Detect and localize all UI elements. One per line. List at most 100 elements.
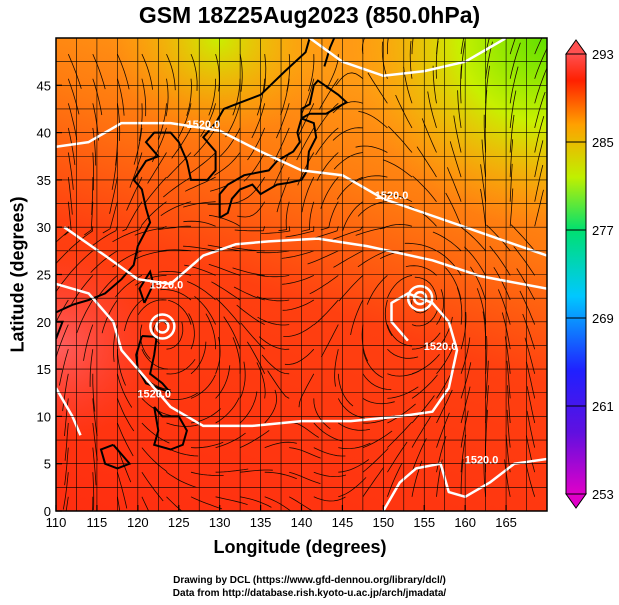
x-tick-label: 155 xyxy=(413,515,435,530)
streamline xyxy=(117,472,128,509)
streamline xyxy=(301,176,315,213)
streamline xyxy=(92,103,99,141)
streamline xyxy=(264,389,278,424)
streamline xyxy=(387,348,419,359)
streamline xyxy=(256,274,290,278)
streamline xyxy=(342,201,364,231)
streamline xyxy=(338,442,371,450)
streamline xyxy=(526,435,536,473)
streamline xyxy=(411,332,441,350)
y-tick-label: 20 xyxy=(37,315,51,330)
vortex-contour-inner xyxy=(155,319,170,334)
streamline xyxy=(56,226,70,243)
streamline xyxy=(485,65,490,104)
streamline xyxy=(509,114,515,153)
y-axis-ticks: 0 5 10 15 20 25 30 35 40 45 xyxy=(37,78,62,519)
streamline xyxy=(309,275,339,295)
streamline xyxy=(168,299,192,325)
streamline xyxy=(71,275,94,305)
streamline xyxy=(509,139,514,178)
streamline xyxy=(460,41,466,79)
streamline xyxy=(384,299,393,337)
streamline xyxy=(92,422,98,461)
streamline xyxy=(56,275,69,293)
grid xyxy=(56,38,547,511)
streamline xyxy=(65,496,69,511)
streamline xyxy=(395,94,413,129)
x-tick-label: 140 xyxy=(291,515,313,530)
streamline xyxy=(166,53,176,91)
streamline xyxy=(289,496,314,511)
streamline xyxy=(436,435,447,473)
streamline xyxy=(338,459,370,473)
streamline xyxy=(313,422,343,442)
streamline xyxy=(357,201,388,217)
x-tick-label: 150 xyxy=(372,515,394,530)
streamline xyxy=(129,152,143,188)
streamline xyxy=(355,175,388,183)
streamline xyxy=(456,287,463,325)
streamline xyxy=(411,438,427,473)
streamline xyxy=(137,299,167,316)
y-tick-label: 45 xyxy=(37,78,51,93)
streamline xyxy=(282,299,315,311)
x-tick-label: 135 xyxy=(250,515,272,530)
streamline xyxy=(318,78,339,110)
streamline xyxy=(387,403,416,424)
streamline xyxy=(509,38,516,55)
streamline xyxy=(509,188,514,227)
streamline xyxy=(134,225,167,236)
colorbar-ticks: 253 261 269 277 285 293 xyxy=(566,47,614,502)
streamline xyxy=(387,386,419,399)
streamline xyxy=(67,78,80,115)
streamline xyxy=(338,477,367,498)
streamline xyxy=(436,38,439,55)
streamline xyxy=(362,349,383,378)
y-tick-label: 40 xyxy=(37,126,51,141)
streamline xyxy=(337,398,365,419)
streamline xyxy=(133,127,143,165)
streamline xyxy=(411,416,431,448)
streamline xyxy=(208,263,241,276)
streamline xyxy=(190,471,224,476)
streamline xyxy=(509,42,521,79)
streamline xyxy=(387,324,413,347)
streamline xyxy=(126,176,143,211)
streamline xyxy=(379,223,413,230)
y-tick-label: 30 xyxy=(37,220,51,235)
streamline xyxy=(460,38,465,55)
streamline xyxy=(313,471,347,478)
streamline xyxy=(92,127,97,166)
streamline xyxy=(470,266,486,301)
streamline xyxy=(240,176,266,202)
contour-label: 1520.0 xyxy=(375,190,409,202)
streamline xyxy=(449,141,462,178)
vortex-contour xyxy=(149,313,176,340)
streamline xyxy=(91,177,94,215)
streamline xyxy=(367,72,388,104)
streamline xyxy=(380,193,413,203)
streamline xyxy=(332,226,364,240)
contour-line xyxy=(63,226,547,290)
streamline xyxy=(190,53,198,91)
streamline xyxy=(67,53,82,89)
streamline xyxy=(67,250,94,276)
streamline xyxy=(510,224,536,252)
x-axis-label: Longitude (degrees) xyxy=(213,537,387,557)
streamline xyxy=(240,469,273,473)
streamline xyxy=(411,308,439,327)
streamline xyxy=(215,397,240,424)
streamline xyxy=(427,91,437,129)
streamline xyxy=(117,398,135,432)
streamline xyxy=(436,289,445,325)
streamline xyxy=(534,164,544,202)
colorbar-scale xyxy=(565,53,587,495)
streamline xyxy=(134,250,167,260)
colorbar-top-arrow xyxy=(565,39,587,55)
streamline xyxy=(534,115,545,153)
streamline xyxy=(59,349,69,386)
streamline xyxy=(362,448,389,473)
streamline xyxy=(84,201,94,236)
streamline xyxy=(355,145,388,153)
